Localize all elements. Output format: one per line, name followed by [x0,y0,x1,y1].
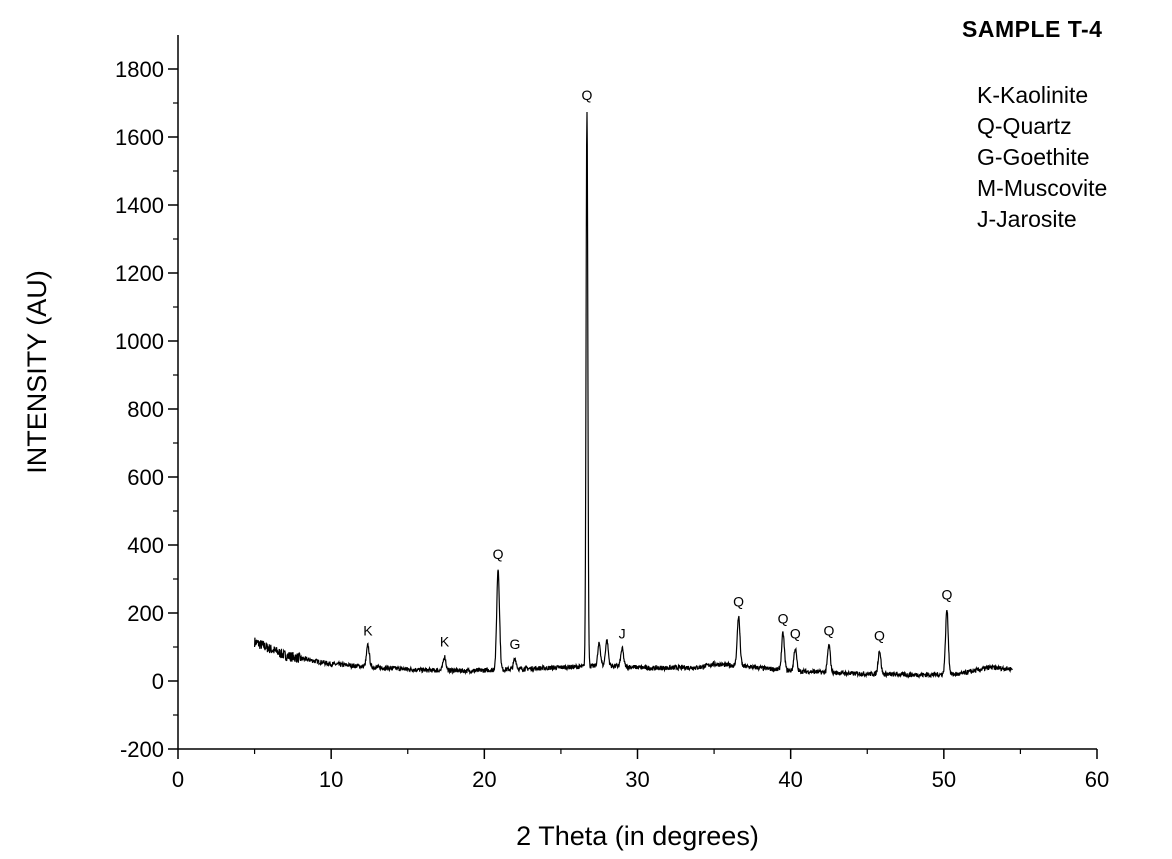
y-tick-label: 1400 [115,193,164,218]
legend-item-kaolinite: K-Kaolinite [977,82,1089,108]
ticks [168,68,1098,759]
legend: K-Kaolinite Q-Quartz G-Goethite M-Muscov… [977,80,1107,235]
peak-label-g: G [510,636,521,652]
x-tick-label: 10 [319,767,343,792]
peak-label-q: Q [733,593,744,609]
axes [177,35,1097,750]
peak-label-q: Q [824,622,835,638]
legend-item-muscovite: M-Muscovite [977,175,1108,201]
peak-label-q: Q [582,87,593,103]
tick-labels: 0 10 20 30 40 50 60 -200 0 200 400 600 800 1000 1200 14… [115,57,1109,792]
legend-item-quartz: Q-Quartz [977,113,1072,139]
y-tick-label: 1600 [115,125,164,150]
y-axis-title: INTENSITY (AU) [22,270,52,474]
y-tick-label: 800 [127,397,164,422]
x-tick-label: 60 [1085,767,1109,792]
peak-label-q: Q [790,626,801,642]
peak-label-q: Q [778,610,789,626]
y-tick-label: 1800 [115,57,164,82]
x-axis-title: 2 Theta (in degrees) [516,821,759,851]
y-tick-label: -200 [120,737,164,762]
chart-title: SAMPLE T-4 [962,16,1103,42]
peak-label-q: Q [493,546,504,562]
y-tick-label: 400 [127,533,164,558]
x-tick-label: 0 [172,767,184,792]
x-tick-label: 30 [625,767,649,792]
x-tick-label: 50 [932,767,956,792]
legend-item-goethite: G-Goethite [977,144,1090,170]
y-tick-label: 0 [152,669,164,694]
peak-label-q: Q [874,627,885,643]
y-tick-label: 1200 [115,261,164,286]
peak-label-k: K [440,634,450,650]
peak-label-j: J [619,626,626,642]
diffraction-series-line [254,111,1013,679]
legend-item-jarosite: J-Jarosite [977,206,1077,232]
x-tick-label: 20 [472,767,496,792]
peak-label-q: Q [941,587,952,603]
peak-label-k: K [363,622,373,638]
y-tick-label: 600 [127,465,164,490]
y-tick-label: 1000 [115,329,164,354]
x-tick-label: 40 [778,767,802,792]
y-tick-label: 200 [127,601,164,626]
